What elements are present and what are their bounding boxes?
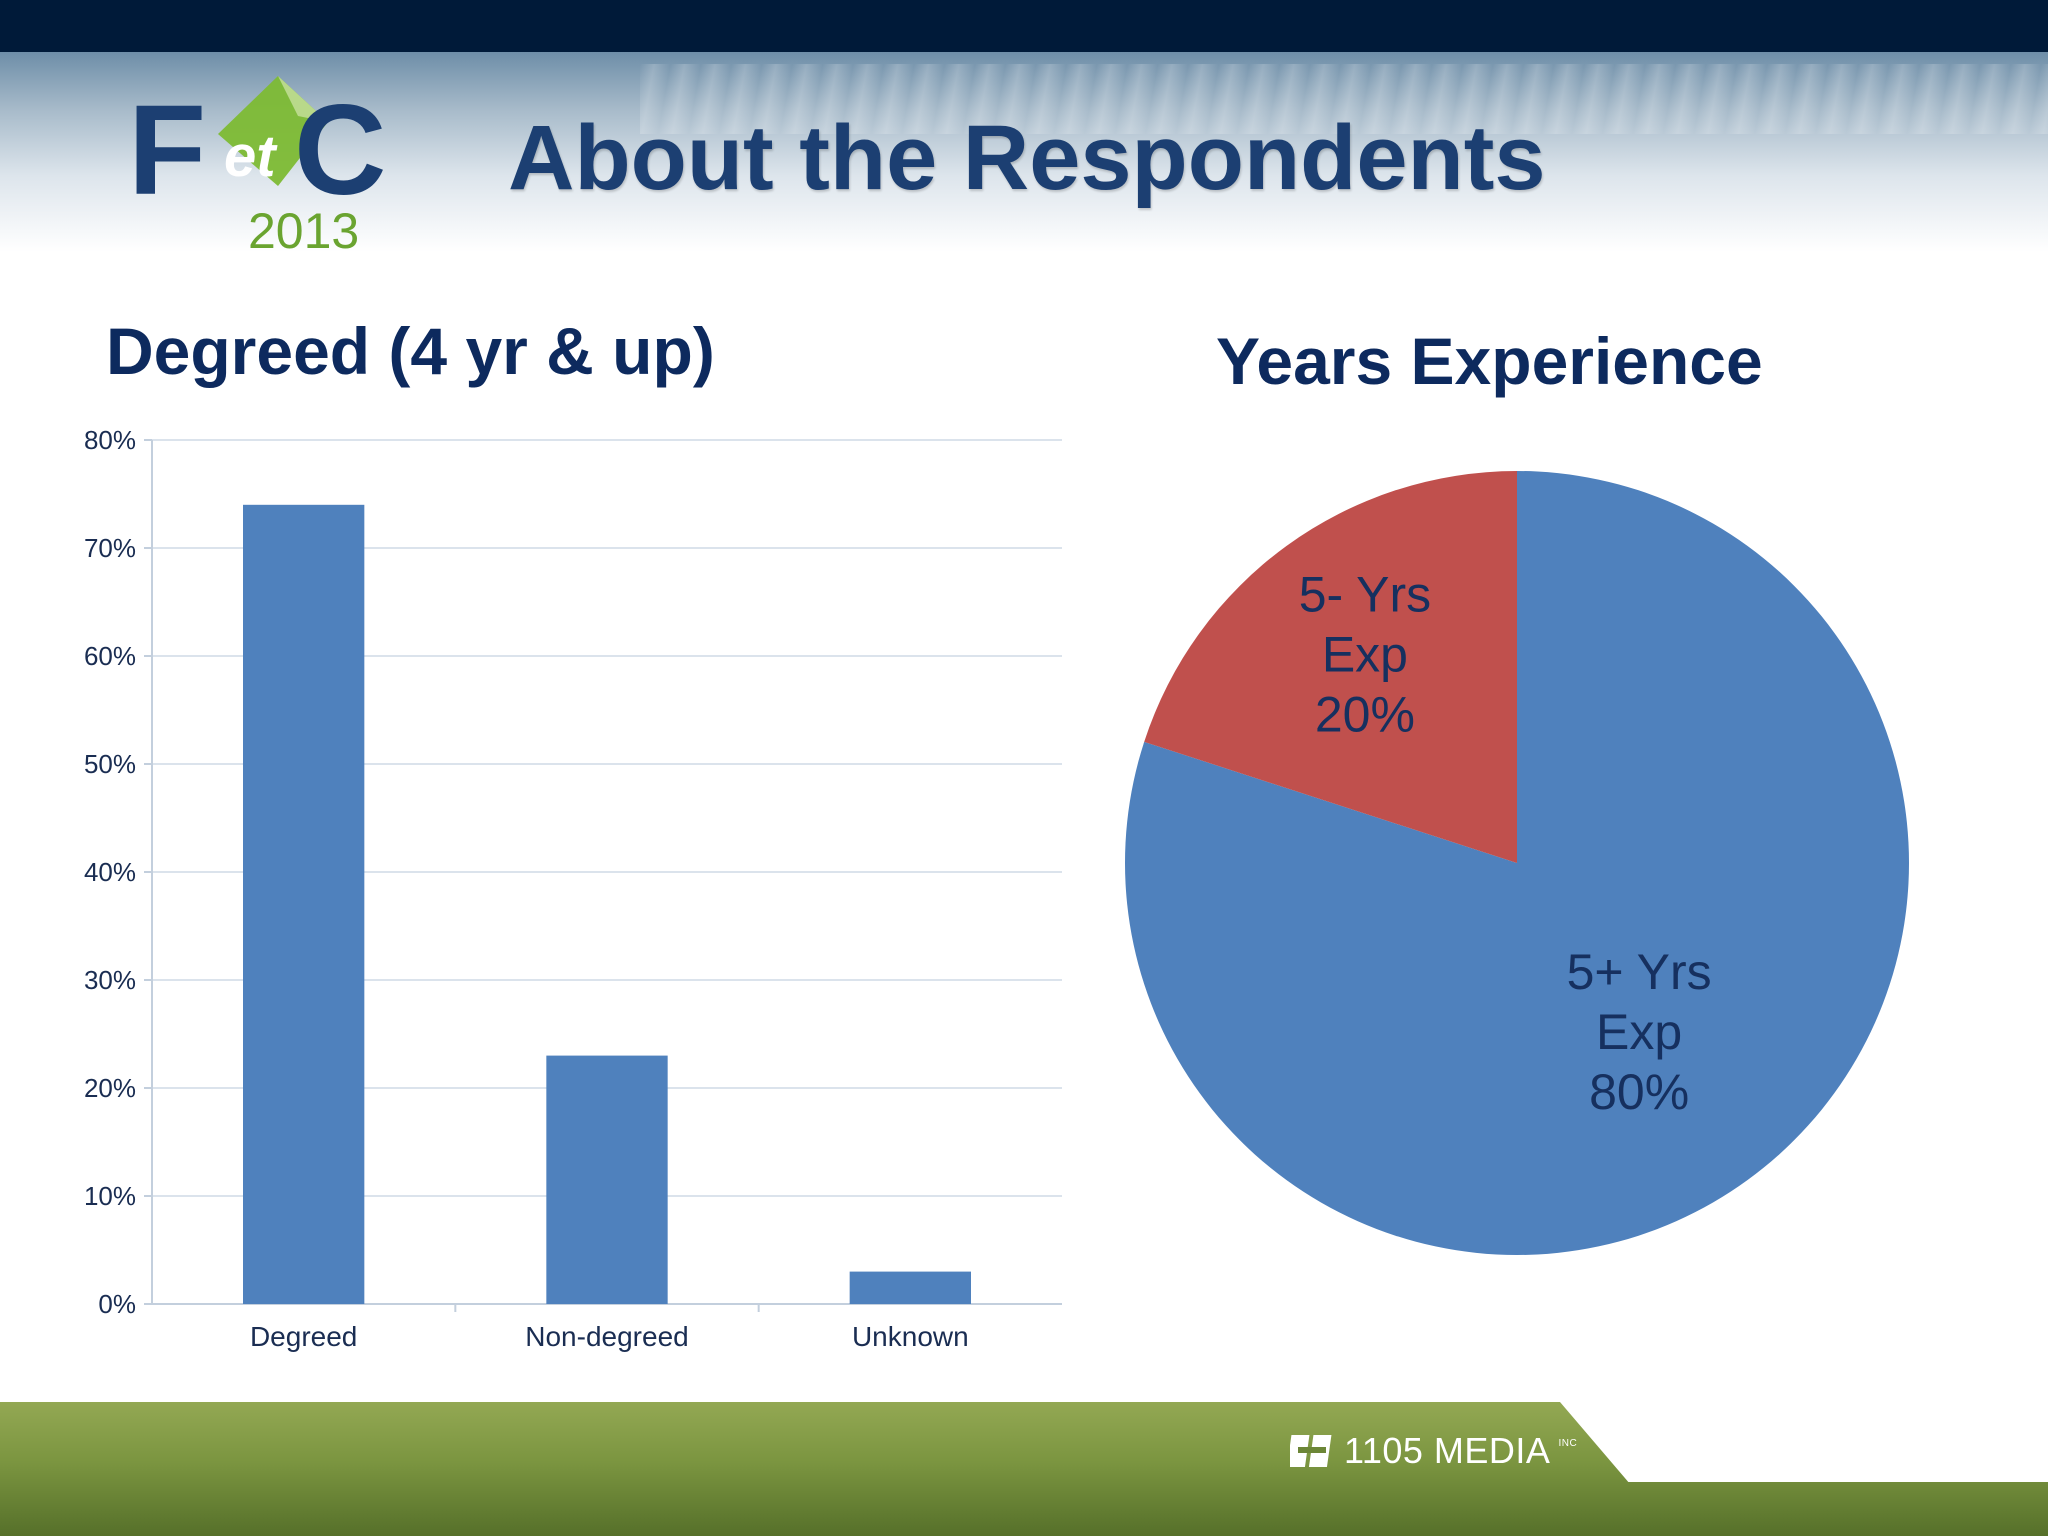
bar-unknown — [849, 1271, 971, 1304]
degreed-bar-chart: 0% 10% 20% 30% 40% 50% 60% 70% 80% Degreed Non-deg… — [84, 425, 1062, 1352]
bar-chart-title: Degreed (4 yr & up) — [106, 314, 715, 388]
experience-pie-chart: 5+ Yrs Exp 80%5- Yrs Exp 20% — [1125, 471, 1909, 1255]
bar-degreed — [243, 504, 365, 1304]
pie-label-line: 80% — [1589, 1064, 1689, 1120]
header-texture — [640, 64, 2048, 134]
x-tick-label: Degreed — [250, 1321, 357, 1352]
svg-text:C: C — [294, 79, 386, 222]
pie-slice-1 — [1144, 471, 1517, 863]
y-tick-label: 50% — [84, 749, 136, 779]
svg-text:et: et — [224, 124, 278, 189]
svg-text:F: F — [128, 79, 206, 222]
media-logo-icon — [1290, 1435, 1332, 1467]
pie-label: 5+ Yrs Exp 80% — [1567, 944, 1712, 1120]
brand-name: 1105 MEDIA — [1344, 1430, 1551, 1471]
pie-label-line: Exp — [1596, 1004, 1682, 1060]
header-band — [0, 52, 2048, 252]
brand-suffix: INC — [1558, 1438, 1578, 1449]
top-bar — [0, 0, 2048, 52]
svg-text:2013: 2013 — [248, 203, 359, 256]
footer-notch — [1560, 1402, 2048, 1482]
pie-label-line: Exp — [1322, 627, 1408, 683]
bar-non-degreed — [546, 1055, 668, 1304]
pie-label-line: 5+ Yrs — [1567, 944, 1712, 1000]
y-tick-label: 20% — [84, 1073, 136, 1103]
pie-label-line: 5- Yrs — [1299, 567, 1431, 623]
y-tick-label: 70% — [84, 533, 136, 563]
y-tick-label: 80% — [84, 425, 136, 455]
logo-mark: F et C 2013 — [128, 76, 386, 256]
x-tick-label: Non-degreed — [525, 1321, 688, 1352]
fetc-logo: F et C 2013 — [128, 76, 386, 256]
page-title: About the Respondents — [508, 107, 1546, 209]
y-tick-label: 30% — [84, 965, 136, 995]
pie-label-line: 20% — [1315, 687, 1415, 743]
y-tick-label: 10% — [84, 1181, 136, 1211]
y-tick-label: 60% — [84, 641, 136, 671]
y-tick-label: 40% — [84, 857, 136, 887]
pie-chart-title: Years Experience — [1216, 324, 1763, 398]
pie-label: 5- Yrs Exp 20% — [1299, 567, 1431, 743]
y-tick-label: 0% — [98, 1289, 136, 1319]
x-tick-label: Unknown — [852, 1321, 969, 1352]
publisher-brand: 1105 MEDIA INC — [1290, 1426, 1577, 1476]
